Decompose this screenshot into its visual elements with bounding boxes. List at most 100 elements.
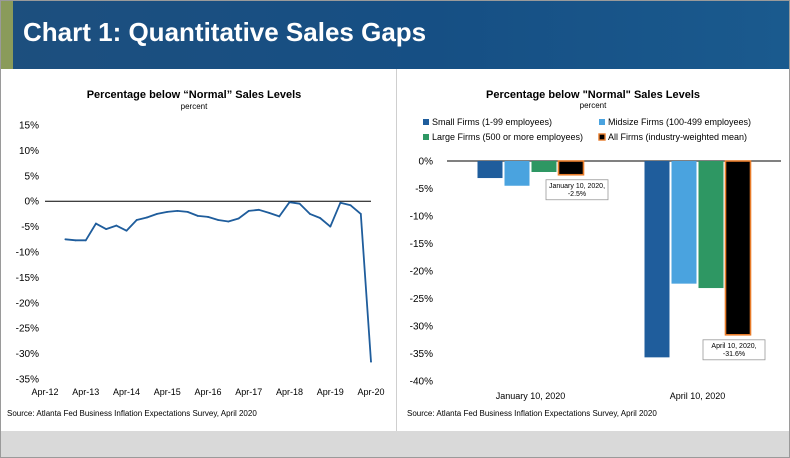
y-tick-label: 0%	[419, 157, 434, 168]
y-tick-label: -5%	[21, 222, 39, 233]
legend-swatch	[598, 133, 606, 141]
y-tick-label: -35%	[410, 349, 433, 360]
x-category-label: April 10, 2020	[670, 391, 726, 401]
data-point	[319, 217, 321, 219]
data-point	[308, 213, 311, 215]
footer-band	[1, 431, 789, 457]
data-point	[135, 219, 138, 221]
y-tick-label: 10%	[19, 146, 39, 157]
series-line	[65, 201, 372, 362]
plot-area	[477, 160, 752, 358]
annotation-text: -31.6%	[723, 351, 745, 358]
x-tick-label: Apr-19	[317, 387, 344, 397]
legend-label: All Firms (industry-weighted mean)	[608, 132, 747, 142]
y-tick-label: -30%	[16, 349, 39, 360]
data-point	[84, 239, 87, 242]
legend-label: Midsize Firms (100-499 employees)	[608, 117, 751, 127]
x-tick-label: Apr-14	[113, 387, 140, 397]
data-point	[95, 222, 97, 225]
bar-chart: Percentage below "Normal" Sales Levels p…	[407, 89, 781, 418]
bar	[671, 161, 697, 284]
data-point	[370, 360, 372, 363]
data-point	[166, 210, 169, 213]
x-axis: Apr-12 Apr-13 Apr-14 Apr-15 Apr-16 Apr-17 Apr-…	[31, 387, 384, 397]
y-tick-label: 15%	[19, 121, 39, 132]
x-tick-label: Apr-18	[276, 387, 303, 397]
bar	[477, 161, 503, 179]
y-tick-label: -20%	[410, 267, 433, 278]
data-point	[258, 208, 260, 211]
x-tick-label: Apr-12	[31, 387, 58, 397]
plot-area	[64, 201, 372, 363]
annotation-text: January 10, 2020,	[549, 183, 605, 190]
data-point	[74, 239, 77, 242]
x-axis: January 10, 2020 April 10, 2020	[496, 391, 726, 401]
data-point	[339, 201, 342, 204]
legend-label: Small Firms (1-99 employees)	[432, 117, 552, 127]
data-point	[247, 209, 250, 212]
y-tick-label: -20%	[16, 298, 39, 309]
banner-accent	[1, 1, 13, 69]
bar	[531, 161, 557, 172]
source-note: Source: Atlanta Fed Business Inflation E…	[407, 409, 657, 418]
bar	[557, 160, 585, 176]
y-tick-label: 5%	[25, 171, 40, 182]
data-point	[278, 215, 281, 218]
legend-label: Large Firms (500 or more employees)	[432, 132, 583, 142]
y-tick-label: -10%	[410, 212, 433, 223]
x-tick-label: Apr-16	[194, 387, 221, 397]
data-point	[298, 202, 301, 205]
x-tick-label: Apr-15	[154, 387, 181, 397]
data-point	[156, 213, 158, 215]
data-point	[176, 209, 179, 212]
legend-swatch	[423, 119, 429, 125]
y-tick-label: -10%	[16, 248, 39, 259]
data-point	[227, 220, 230, 223]
line-chart: Percentage below “Normal” Sales Levels p…	[7, 89, 385, 418]
bar	[504, 161, 530, 186]
data-point	[115, 224, 118, 227]
panel-divider	[396, 69, 397, 431]
y-tick-label: -15%	[410, 239, 433, 250]
annotation-text: April 10, 2020,	[711, 343, 756, 350]
x-tick-label: Apr-17	[235, 387, 262, 397]
data-point	[207, 216, 209, 218]
data-point	[145, 216, 148, 219]
chart-subtitle: percent	[580, 101, 607, 110]
y-axis: 15% 10% 5% 0% -5% -10% -15% -20% -25% -30% -35%	[16, 121, 371, 386]
chart-title: Percentage below “Normal” Sales Levels	[87, 89, 302, 101]
data-point	[329, 225, 332, 228]
legend: Small Firms (1-99 employees) Midsize Firm…	[423, 117, 751, 142]
x-tick-label: Apr-20	[357, 387, 384, 397]
y-tick-label: -25%	[16, 324, 39, 335]
y-tick-label: -40%	[410, 377, 433, 388]
data-point	[64, 238, 67, 241]
data-point	[125, 229, 128, 232]
data-point	[349, 204, 352, 207]
annotation-text: -2.5%	[568, 191, 586, 198]
data-point	[268, 211, 271, 214]
x-tick-label: Apr-13	[72, 387, 99, 397]
y-tick-label: -15%	[16, 273, 39, 284]
y-tick-label: -5%	[415, 184, 433, 195]
chart-title: Percentage below "Normal" Sales Levels	[486, 89, 700, 101]
chart-subtitle: percent	[181, 102, 208, 111]
y-tick-label: 0%	[25, 197, 40, 208]
bar	[644, 161, 670, 358]
data-point	[217, 219, 220, 221]
y-tick-label: -25%	[410, 294, 433, 305]
y-tick-label: -30%	[410, 322, 433, 333]
data-point	[105, 228, 108, 231]
bar	[724, 160, 752, 336]
legend-swatch	[423, 134, 429, 140]
annotation-box	[545, 179, 609, 201]
data-point	[288, 201, 291, 204]
data-point	[237, 217, 240, 220]
title-banner: Chart 1: Quantitative Sales Gaps	[1, 1, 789, 69]
data-point	[359, 213, 362, 215]
legend-swatch	[599, 119, 605, 125]
annotations: January 10, 2020,-2.5% April 10, 2020,-31…	[545, 179, 766, 361]
y-tick-label: -35%	[16, 375, 39, 386]
source-note: Source: Atlanta Fed Business Inflation E…	[7, 409, 257, 418]
